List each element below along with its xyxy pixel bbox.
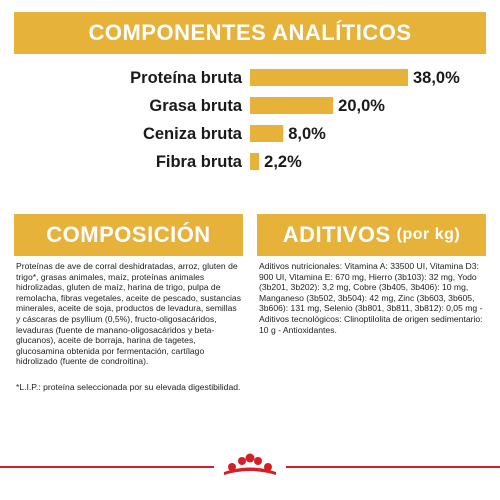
composition-text: Proteínas de ave de corral deshidratadas… [16, 261, 241, 367]
composition-title: COMPOSICIÓN [46, 222, 211, 247]
value-label: 8,0% [288, 125, 326, 143]
additives-title: ADITIVOS [282, 222, 391, 247]
bar [250, 97, 334, 114]
category-label: Proteína bruta [130, 69, 243, 87]
category-label: Fibra bruta [156, 153, 243, 171]
analytical-components-chart: Proteína bruta 38,0% Grasa bruta 20,0% Ceniz… [130, 69, 460, 171]
additives-banner: ADITIVOS (por kg) [257, 214, 486, 256]
composition-footnote: *L.I.P.: proteína seleccionada por su el… [16, 382, 241, 392]
royal-canin-crown-icon [214, 452, 286, 478]
bar [250, 69, 408, 86]
additives-text: Aditivos nutricionales: Vitamina A: 3350… [259, 261, 483, 335]
bar [250, 153, 260, 170]
bar [250, 125, 284, 142]
header-banner: COMPONENTES ANALÍTICOS [14, 12, 486, 54]
value-label: 20,0% [338, 97, 385, 115]
value-label: 2,2% [264, 153, 302, 171]
value-label: 38,0% [413, 69, 460, 87]
additives-title-suffix: (por kg) [396, 226, 461, 243]
category-label: Ceniza bruta [143, 125, 243, 143]
category-label: Grasa bruta [149, 97, 242, 115]
composition-banner: COMPOSICIÓN [14, 214, 243, 256]
page-title: COMPONENTES ANALÍTICOS [88, 20, 412, 45]
